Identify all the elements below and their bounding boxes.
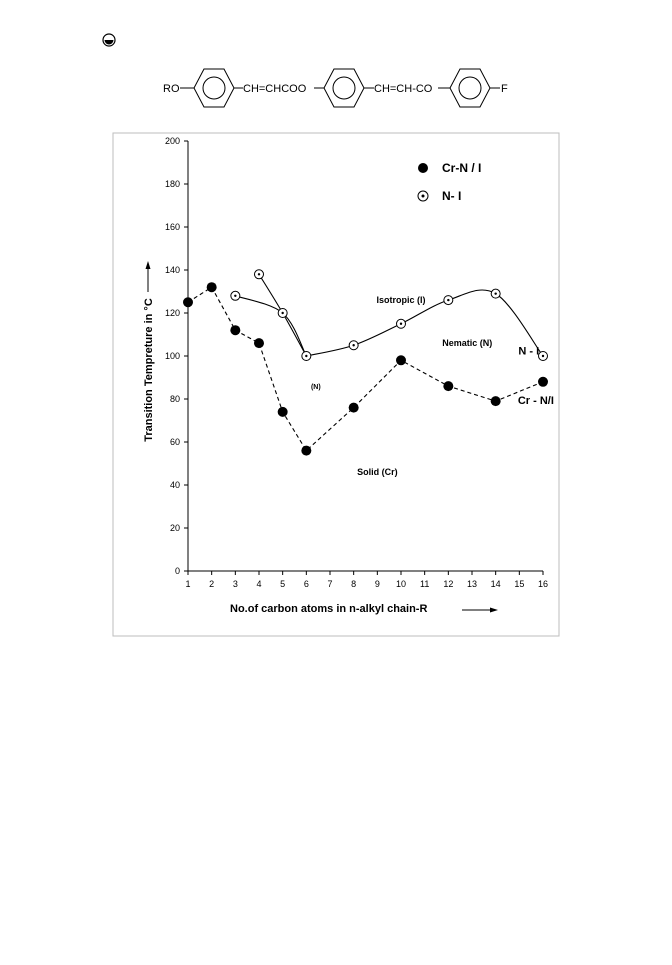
y-tick-label: 0: [175, 566, 180, 576]
legend-marker-cr: [418, 163, 428, 173]
x-tick-label: 16: [538, 579, 548, 589]
data-point-cr-n-i: [254, 338, 264, 349]
data-point-cr-n-i: [348, 402, 359, 413]
legend-marker-ni-dot: [421, 194, 425, 198]
y-axis-arrow: [145, 261, 151, 292]
x-tick-label: 10: [396, 579, 406, 589]
y-tick-label: 60: [170, 437, 180, 447]
x-tick-label: 12: [443, 579, 453, 589]
data-point-n-i-dot: [281, 311, 284, 315]
x-axis-arrow: [462, 607, 498, 613]
x-tick-label: 7: [327, 579, 332, 589]
data-point-n-i-dot: [399, 322, 403, 325]
chart-annotation: Cr - N/I: [518, 395, 554, 407]
data-point-cr-n-i: [443, 381, 454, 392]
series-lines: [187, 274, 544, 452]
bullet-circle-icon: [102, 33, 116, 47]
x-tick-label: 14: [491, 579, 501, 589]
legend-label-cr: Cr-N / I: [442, 161, 481, 175]
chart-legend: Cr-N / I N- I: [417, 161, 481, 203]
x-tick-label: 2: [209, 579, 214, 589]
y-tick-label: 200: [165, 136, 180, 146]
y-tick-label: 20: [170, 523, 180, 533]
x-tick-label: 13: [467, 579, 477, 589]
data-point-n-i-dot: [305, 354, 308, 358]
x-tick-label: 9: [375, 579, 380, 589]
chart-annotation: (N): [311, 384, 321, 391]
data-point-cr-n-i: [230, 325, 241, 336]
y-tick-label: 140: [165, 265, 180, 275]
series-line-cr-n-i: [187, 286, 544, 452]
x-axis-label: No.of carbon atoms in n-alkyl chain-R: [230, 603, 427, 615]
x-tick-label: 11: [420, 579, 429, 589]
y-tick-label: 40: [170, 480, 180, 490]
data-point-n-i-dot: [447, 298, 450, 302]
data-point-cr-n-i: [396, 355, 406, 366]
x-tick-label: 8: [351, 579, 356, 589]
series-line-n-i-upper: [235, 295, 307, 357]
x-tick-label: 4: [256, 579, 261, 589]
benzene-ring-icon: [193, 68, 235, 108]
benzene-ring-icon: [323, 68, 365, 108]
structure-fluorine: F: [501, 83, 508, 95]
structure-ro: RO: [163, 83, 180, 95]
structure-linker-2: CH=CH-CO: [374, 83, 433, 95]
data-point-n-i-dot: [352, 344, 355, 347]
chart-annotation: Solid (Cr): [357, 467, 398, 477]
data-point-cr-n-i: [490, 396, 501, 407]
chart-annotation: Nematic (N): [442, 338, 492, 348]
x-tick-labels: 1 2 3 4 5 6 7 8 9 10 11 12 13 14 15 16: [185, 579, 548, 589]
chemical-structure: RO CH=CHCOO CH=CH-CO F: [163, 68, 508, 108]
x-tick-label: 1: [185, 579, 190, 589]
chart-annotations: Isotropic (I) Nematic (N) (N) Solid (Cr) N -…: [311, 295, 554, 477]
data-point-cr-n-i: [183, 297, 193, 308]
chart-border: [112, 132, 560, 637]
y-tick-label: 180: [165, 179, 180, 189]
chart-annotation: N - I: [518, 346, 539, 358]
data-point-n-i-dot: [234, 294, 237, 297]
chart-axes: [184, 140, 544, 575]
chart-annotation: Isotropic (I): [377, 295, 426, 305]
benzene-ring-icon: [449, 68, 491, 108]
y-tick-label: 80: [170, 394, 180, 404]
x-tick-label: 15: [514, 579, 524, 589]
transition-temperature-chart: 1 2 3 4 5 6 7 8 9 10 11 12 13 14 15 16 0204060801001201…: [143, 136, 554, 615]
structure-linker-1: CH=CHCOO: [243, 83, 307, 95]
data-point-cr-n-i: [277, 406, 288, 417]
data-point-n-i-dot: [257, 273, 261, 276]
y-tick-label: 160: [165, 222, 180, 232]
x-tick-label: 6: [304, 579, 309, 589]
x-tick-label: 5: [280, 579, 285, 589]
series-markers: [183, 269, 548, 456]
y-tick-label: 120: [165, 308, 180, 318]
y-tick-labels: 0 20 40 60 80 100 120 140 160 180 200: [165, 136, 180, 576]
data-point-cr-n-i: [206, 282, 217, 293]
y-axis-label: Transition Tempreture in °C: [143, 298, 155, 442]
data-point-cr-n-i: [538, 376, 548, 387]
x-tick-label: 3: [233, 579, 238, 589]
data-point-cr-n-i: [301, 445, 312, 456]
data-point-n-i-dot: [494, 292, 497, 295]
data-point-n-i-dot: [541, 354, 545, 358]
y-tick-label: 100: [165, 351, 180, 361]
legend-label-ni: N- I: [442, 189, 461, 203]
